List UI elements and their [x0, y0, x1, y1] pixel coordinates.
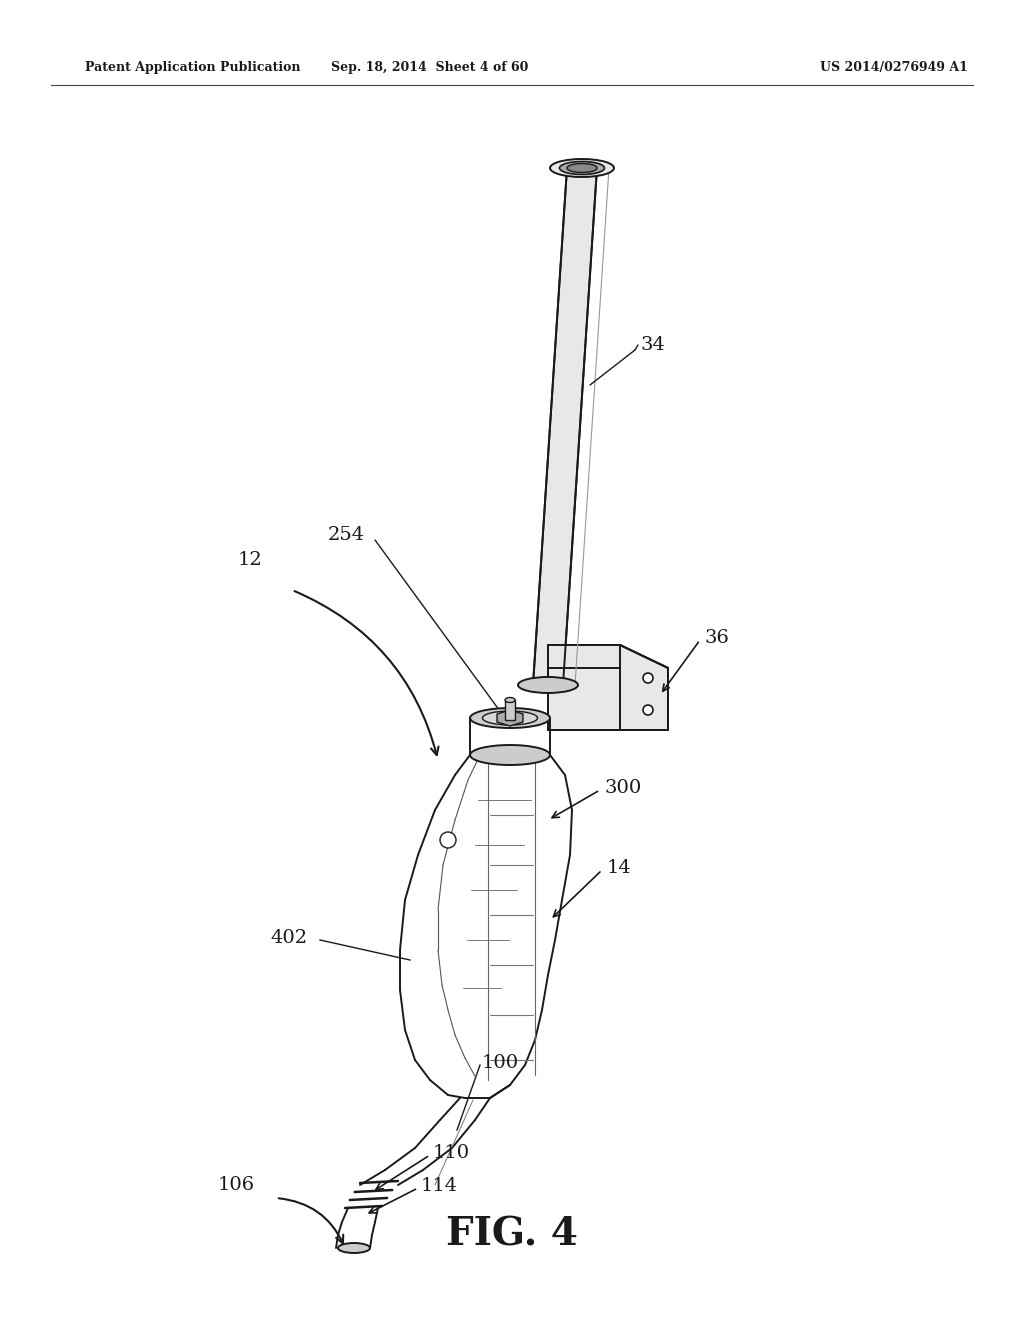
Text: 254: 254	[328, 525, 365, 544]
Ellipse shape	[518, 677, 578, 693]
Polygon shape	[497, 710, 523, 726]
Text: 106: 106	[218, 1176, 255, 1195]
Polygon shape	[534, 168, 597, 685]
Ellipse shape	[567, 164, 597, 173]
Text: 12: 12	[238, 550, 262, 569]
Text: 114: 114	[421, 1177, 458, 1195]
Text: 36: 36	[705, 630, 730, 647]
Ellipse shape	[470, 708, 550, 729]
Polygon shape	[548, 645, 668, 730]
Polygon shape	[548, 668, 620, 730]
Text: 14: 14	[607, 859, 632, 876]
Text: Patent Application Publication: Patent Application Publication	[85, 62, 300, 74]
Ellipse shape	[482, 711, 538, 725]
Ellipse shape	[559, 161, 604, 174]
Ellipse shape	[643, 705, 653, 715]
Ellipse shape	[505, 697, 515, 702]
Text: 34: 34	[640, 337, 665, 354]
Ellipse shape	[550, 158, 614, 177]
Text: 402: 402	[271, 929, 308, 946]
Ellipse shape	[440, 832, 456, 847]
Text: 300: 300	[605, 779, 642, 797]
Text: 100: 100	[482, 1053, 519, 1072]
Ellipse shape	[338, 1243, 370, 1253]
Text: US 2014/0276949 A1: US 2014/0276949 A1	[820, 62, 968, 74]
Text: Sep. 18, 2014  Sheet 4 of 60: Sep. 18, 2014 Sheet 4 of 60	[332, 62, 528, 74]
Text: FIG. 4: FIG. 4	[446, 1216, 578, 1254]
Ellipse shape	[643, 673, 653, 682]
Polygon shape	[505, 700, 515, 719]
Text: 110: 110	[433, 1144, 470, 1162]
Ellipse shape	[470, 744, 550, 766]
Polygon shape	[548, 645, 668, 730]
